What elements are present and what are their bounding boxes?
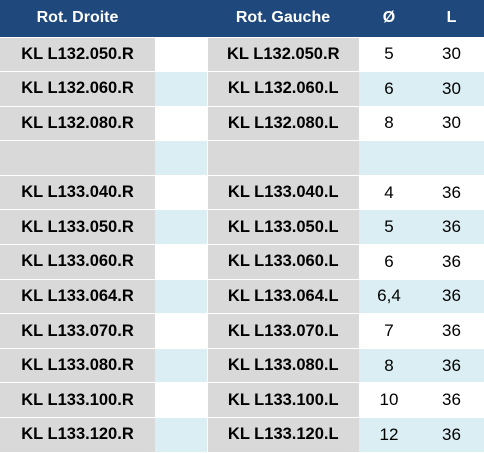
length-cell: 30: [419, 37, 484, 73]
spacer-cell: [155, 175, 207, 211]
table-row: KL L133.050.R KL L133.050.L 5 36: [0, 209, 484, 246]
diameter-cell: 7: [359, 313, 419, 349]
spacer-cell: [155, 71, 207, 107]
rot-gauche-cell: KL L133.070.L: [206, 313, 359, 349]
length-cell: [419, 140, 484, 176]
header-spacer: [155, 0, 207, 38]
spacer-cell: [155, 417, 207, 453]
diameter-cell: 8: [359, 348, 419, 384]
header-row: Rot. Droite Rot. Gauche Ø L: [0, 0, 484, 38]
rot-droite-cell: [0, 140, 155, 176]
length-cell: 36: [419, 244, 484, 280]
rot-droite-cell: KL L133.070.R: [0, 313, 155, 349]
spacer-cell: [155, 382, 207, 419]
table-row: KL L132.060.R KL L132.060.L 6 30: [0, 71, 484, 107]
table-row: KL L133.040.R KL L133.040.L 4 36: [0, 175, 484, 211]
spacer-cell: [155, 140, 207, 176]
rot-gauche-cell: KL L133.050.L: [206, 209, 359, 246]
table-row: [0, 140, 484, 176]
rot-gauche-cell: KL L133.064.L: [206, 279, 359, 315]
header-rot-droite: Rot. Droite: [0, 0, 155, 38]
diameter-cell: 6: [359, 71, 419, 107]
length-cell: 30: [419, 106, 484, 142]
diameter-cell: 8: [359, 106, 419, 142]
spacer-cell: [155, 209, 207, 246]
rot-droite-cell: KL L133.100.R: [0, 382, 155, 419]
rot-gauche-cell: KL L133.060.L: [206, 244, 359, 280]
table-row: KL L133.100.R KL L133.100.L 10 36: [0, 382, 484, 419]
diameter-cell: 4: [359, 175, 419, 211]
rot-droite-cell: KL L133.060.R: [0, 244, 155, 280]
rot-gauche-cell: KL L133.100.L: [206, 382, 359, 419]
rot-droite-cell: KL L133.050.R: [0, 209, 155, 246]
table-row: KL L133.070.R KL L133.070.L 7 36: [0, 313, 484, 349]
diameter-cell: [359, 140, 419, 176]
diameter-cell: 6,4: [359, 279, 419, 315]
length-cell: 36: [419, 417, 484, 453]
spacer-cell: [155, 244, 207, 280]
length-cell: 36: [419, 313, 484, 349]
table-row: KL L132.080.R KL L132.080.L 8 30: [0, 106, 484, 142]
header-rot-gauche: Rot. Gauche: [207, 0, 359, 38]
rot-droite-cell: KL L133.080.R: [0, 348, 155, 384]
spacer-cell: [155, 348, 207, 384]
length-cell: 36: [419, 279, 484, 315]
table-row: KL L133.080.R KL L133.080.L 8 36: [0, 348, 484, 384]
diameter-cell: 10: [359, 382, 419, 419]
rot-droite-cell: KL L132.060.R: [0, 71, 155, 107]
length-cell: 36: [419, 209, 484, 246]
rot-droite-cell: KL L132.080.R: [0, 106, 155, 142]
diameter-cell: 6: [359, 244, 419, 280]
header-diameter: Ø: [359, 0, 419, 38]
rot-gauche-cell: KL L133.040.L: [206, 175, 359, 211]
rot-gauche-cell: [206, 140, 359, 176]
rot-droite-cell: KL L133.064.R: [0, 279, 155, 315]
rot-gauche-cell: KL L133.120.L: [206, 417, 359, 453]
length-cell: 36: [419, 175, 484, 211]
table-row: KL L133.060.R KL L133.060.L 6 36: [0, 244, 484, 280]
rot-droite-cell: KL L133.120.R: [0, 417, 155, 453]
rot-gauche-cell: KL L132.080.L: [206, 106, 359, 142]
spacer-cell: [155, 313, 207, 349]
table-row: KL L133.064.R KL L133.064.L 6,4 36: [0, 279, 484, 315]
length-cell: 36: [419, 348, 484, 384]
rot-gauche-cell: KL L132.050.R: [206, 37, 359, 73]
diameter-cell: 12: [359, 417, 419, 453]
diameter-cell: 5: [359, 37, 419, 73]
table-row: KL L133.120.R KL L133.120.L 12 36: [0, 417, 484, 453]
rot-gauche-cell: KL L132.060.L: [206, 71, 359, 107]
header-length: L: [419, 0, 484, 38]
diameter-cell: 5: [359, 209, 419, 246]
rot-droite-cell: KL L133.040.R: [0, 175, 155, 211]
table-body: KL L132.050.R KL L132.050.R 5 30 KL L132…: [0, 37, 484, 453]
table-row: KL L132.050.R KL L132.050.R 5 30: [0, 37, 484, 73]
length-cell: 30: [419, 71, 484, 107]
spacer-cell: [155, 279, 207, 315]
length-cell: 36: [419, 382, 484, 419]
spacer-cell: [155, 106, 207, 142]
spacer-cell: [155, 37, 207, 73]
rot-gauche-cell: KL L133.080.L: [206, 348, 359, 384]
rot-droite-cell: KL L132.050.R: [0, 37, 155, 73]
